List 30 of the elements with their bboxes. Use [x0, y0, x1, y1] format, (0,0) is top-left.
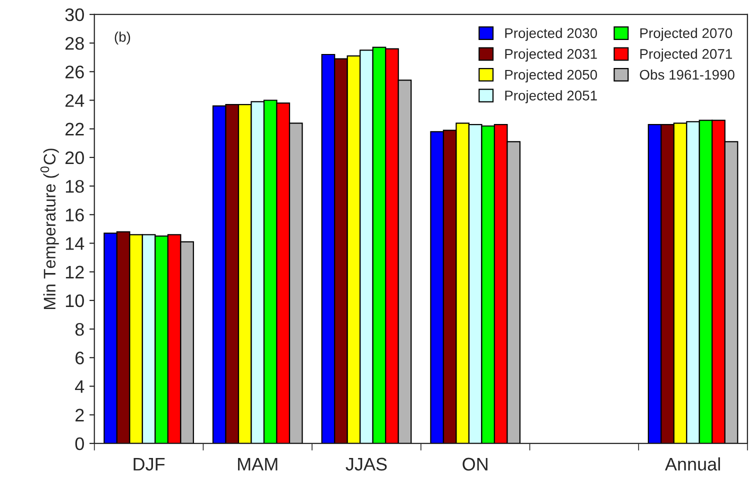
x-tick-label: MAM [238, 458, 278, 470]
y-tick-label: 12 [66, 266, 84, 278]
y-axis-title: Min Temperature ($^{0}$C) [40, 148, 59, 309]
y-tick-label: 24 [65, 94, 84, 107]
y-tick-label: 28 [65, 36, 84, 50]
y-tick-label: 22 [65, 122, 84, 136]
y-tick-label: 8 [75, 322, 84, 336]
y-tick-label: 14 [66, 237, 84, 250]
x-tick-label: ON [462, 458, 488, 471]
y-tick-label: 20 [65, 151, 84, 164]
y-tick-label: 10 [66, 294, 84, 308]
y-tick-label: 30 [65, 8, 84, 22]
y-tick-label: 4 [75, 380, 84, 393]
legend-label: Projected 2071 [640, 48, 732, 62]
legend-label: Projected 2070 [640, 28, 732, 41]
x-tick-label: Annual [664, 457, 720, 471]
x-tick-label: DJF [134, 458, 165, 471]
legend-label: Projected 2031 [505, 48, 597, 62]
y-tick-label: 0 [75, 437, 84, 450]
legend-label: Projected 2050 [505, 69, 598, 82]
y-tick-label: 6 [76, 352, 84, 364]
y-tick-label: 2 [76, 408, 84, 422]
legend-label: Obs 1961-1990 [640, 69, 734, 80]
y-tick-label: 26 [65, 66, 84, 78]
legend-label: Projected 2030 [505, 28, 598, 41]
legend-label: Projected 2051 [505, 90, 597, 104]
annotation: (b) [114, 32, 130, 45]
y-tick-label: 16 [66, 208, 84, 222]
x-tick-label: JJAS [346, 458, 387, 471]
y-tick-label: 18 [66, 180, 84, 193]
